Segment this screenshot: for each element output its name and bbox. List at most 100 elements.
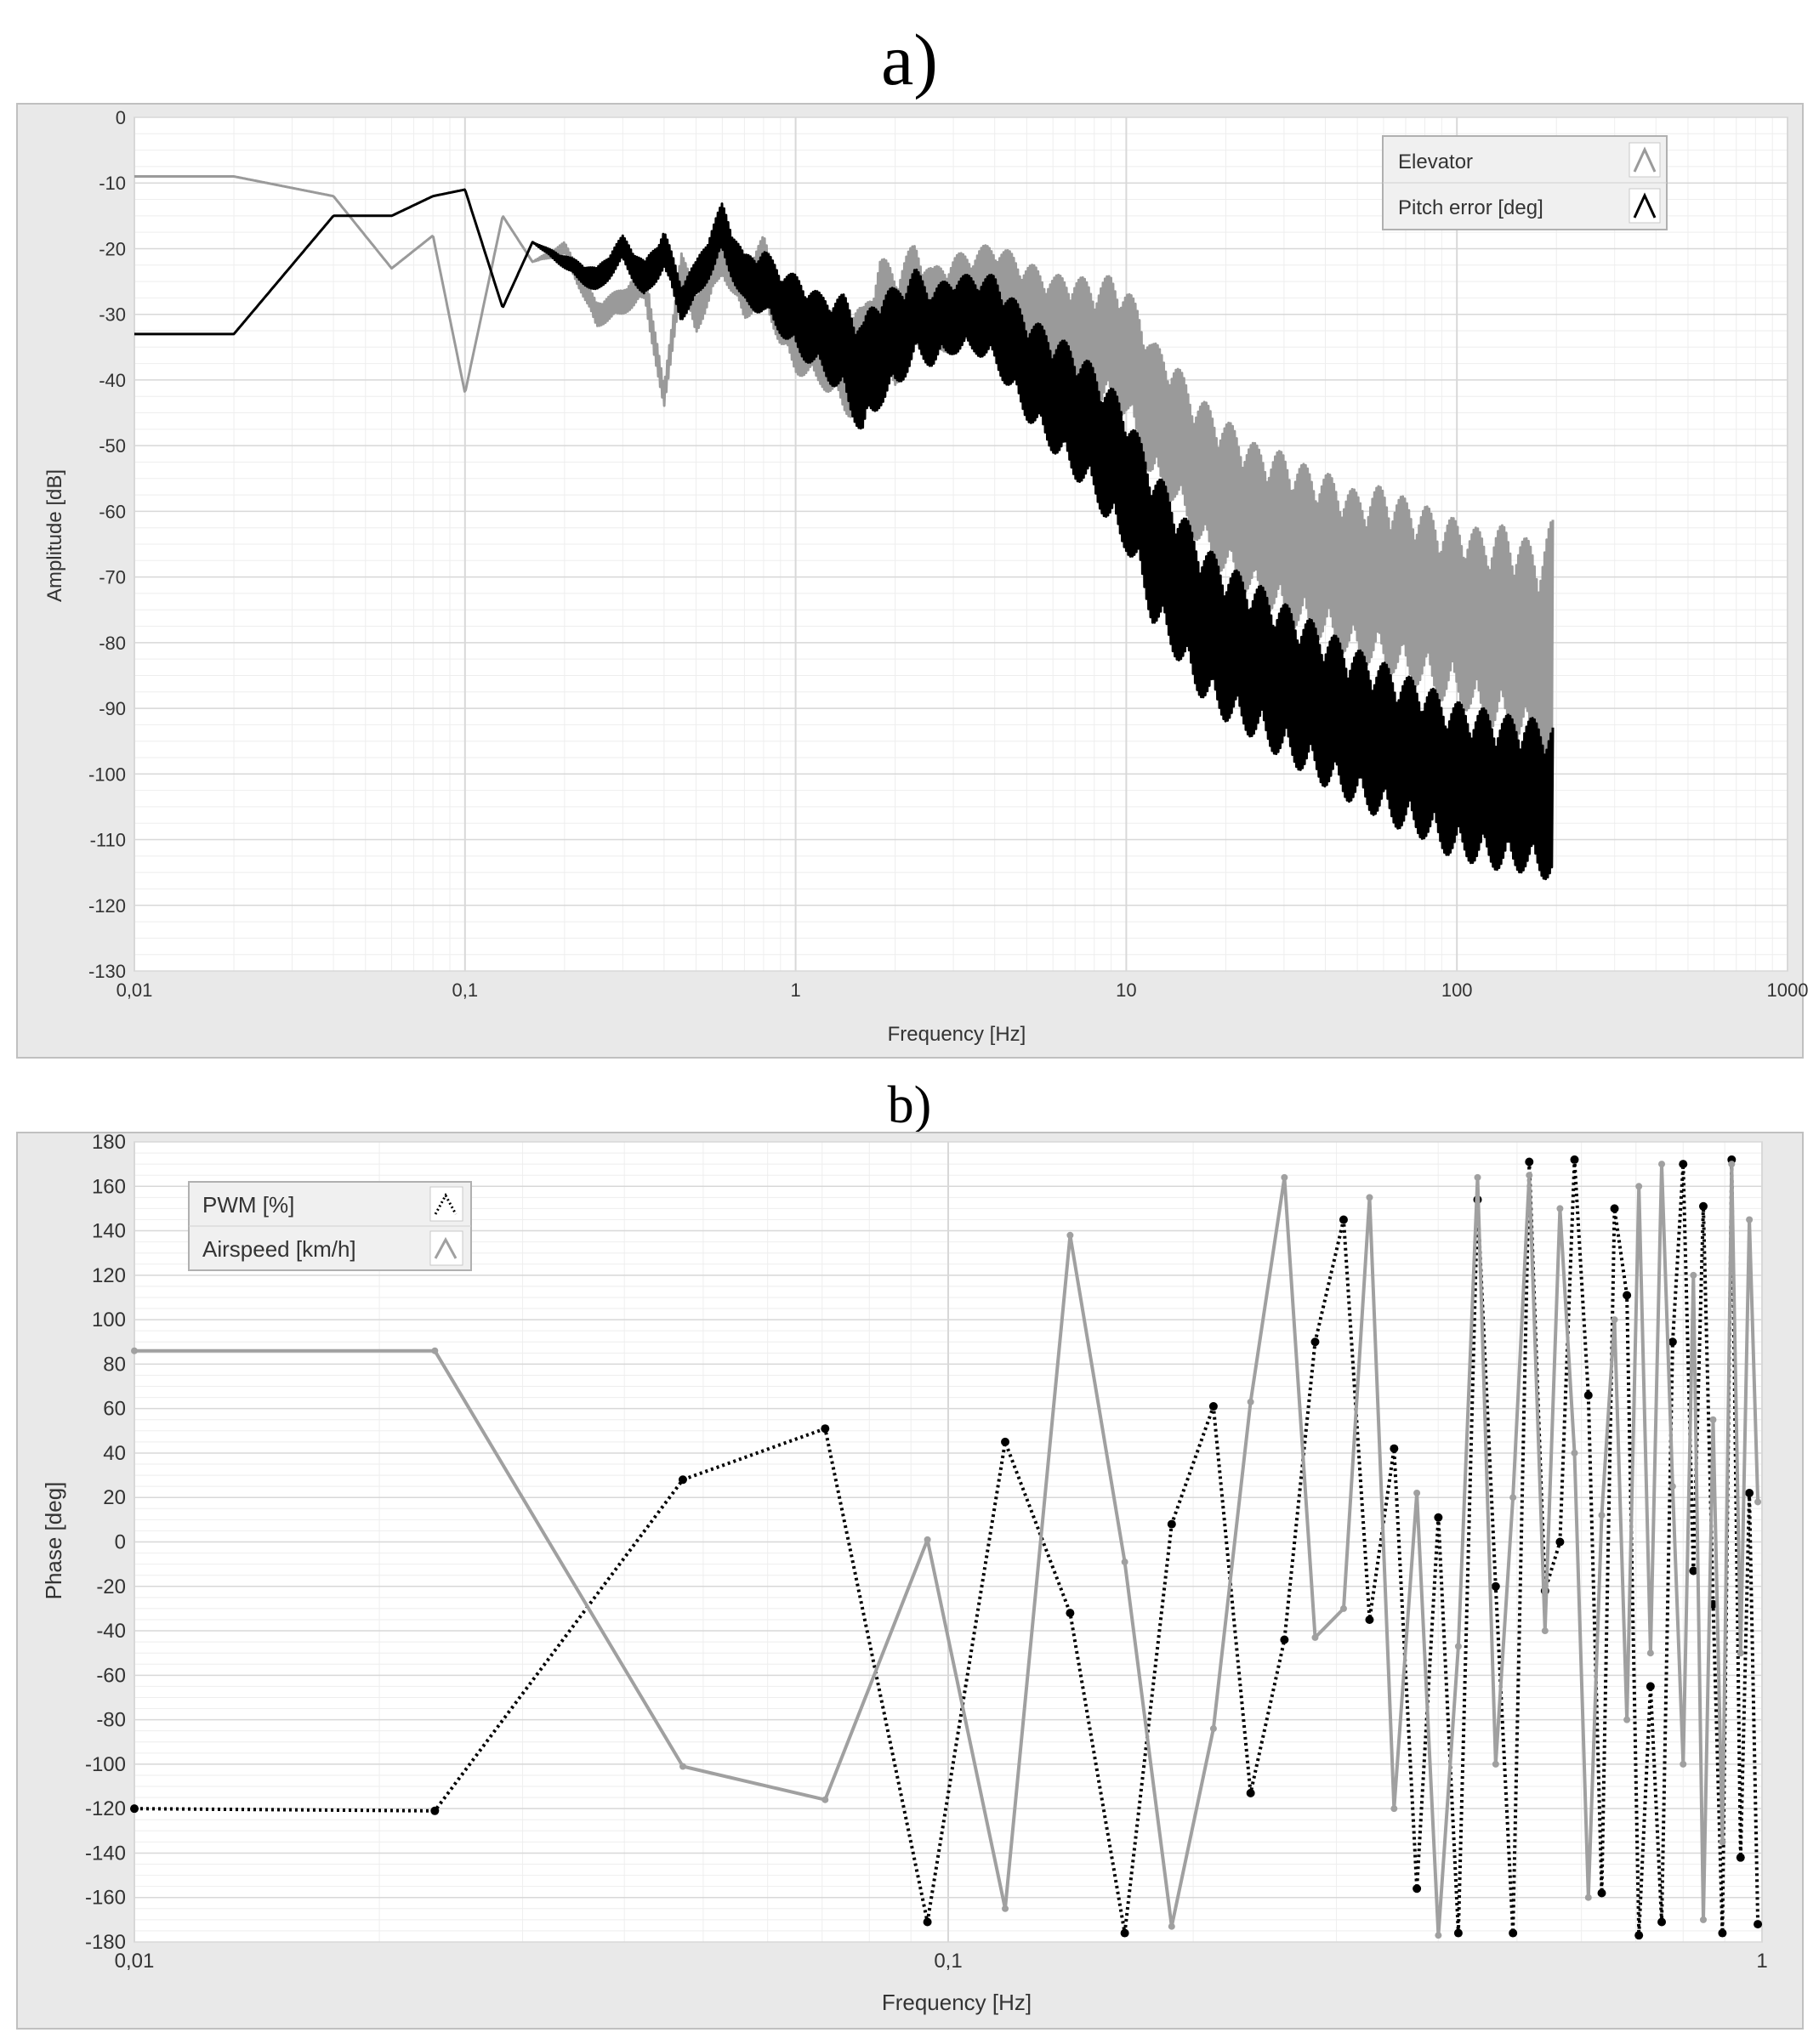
- data-point: [924, 1536, 931, 1543]
- data-point: [1623, 1716, 1631, 1723]
- x-tick-label: 1: [1756, 1950, 1767, 1973]
- x-tick-label: 10: [1116, 979, 1136, 1001]
- data-point: [1066, 1609, 1075, 1618]
- y-tick-label: 180: [92, 1131, 126, 1154]
- y-tick-label: 80: [103, 1353, 126, 1376]
- data-point: [1698, 1201, 1708, 1211]
- data-point: [1754, 1498, 1762, 1506]
- y-tick-label: -30: [99, 304, 126, 326]
- legend-item-pitch-error: Pitch error [deg]: [1398, 196, 1543, 219]
- data-point: [1541, 1627, 1549, 1635]
- amplitude-chart: 0,01 0,1 1 10 100 1000 0 -10 -20 -30 -40 -50 -60 -70 -…: [16, 103, 1809, 1059]
- y-tick-label: -60: [96, 1664, 126, 1687]
- data-point: [1453, 1928, 1463, 1938]
- data-point: [1555, 1537, 1565, 1547]
- amplitude-x-axis-label: Frequency [Hz]: [888, 1023, 1026, 1046]
- y-tick-label: 140: [92, 1220, 126, 1243]
- amplitude-y-axis-label: Amplitude [dB]: [43, 469, 66, 602]
- data-point: [1390, 1444, 1399, 1453]
- y-tick-label: 0: [115, 1531, 126, 1554]
- data-point: [1246, 1788, 1255, 1797]
- y-tick-label: -20: [96, 1576, 126, 1598]
- y-tick-label: -80: [96, 1709, 126, 1732]
- data-point: [1719, 1838, 1726, 1846]
- legend-item-pwm: PWM [%]: [202, 1192, 294, 1218]
- data-point: [1658, 1161, 1666, 1168]
- data-point: [1066, 1231, 1074, 1239]
- data-point: [431, 1347, 439, 1354]
- data-point: [1736, 1853, 1745, 1862]
- data-point: [1365, 1615, 1374, 1624]
- data-point: [1509, 1928, 1518, 1938]
- y-tick-label: -100: [88, 764, 126, 785]
- data-point: [1339, 1215, 1348, 1224]
- data-point: [1746, 1216, 1754, 1224]
- data-point: [1680, 1760, 1687, 1768]
- data-point: [1167, 1519, 1176, 1529]
- data-point: [1610, 1204, 1619, 1213]
- data-point: [1474, 1173, 1481, 1181]
- data-point: [1570, 1155, 1579, 1164]
- data-point: [1311, 1633, 1319, 1641]
- data-point: [1526, 1172, 1533, 1179]
- data-point: [821, 1424, 830, 1434]
- data-point: [1728, 1161, 1736, 1168]
- phase-y-axis-label: Phase [deg]: [41, 1482, 66, 1600]
- y-tick-label: -120: [88, 895, 126, 917]
- data-point: [1280, 1635, 1289, 1644]
- legend-line-icon-elevator: [1633, 146, 1657, 173]
- data-point: [1435, 1932, 1442, 1939]
- y-tick-label: -10: [99, 173, 126, 194]
- data-point: [1390, 1805, 1398, 1813]
- data-point: [1745, 1488, 1754, 1497]
- data-point: [1709, 1416, 1717, 1423]
- data-point: [1646, 1649, 1654, 1657]
- y-tick-label: -40: [99, 370, 126, 391]
- data-point: [1611, 1316, 1618, 1324]
- y-tick-label: 100: [92, 1309, 126, 1331]
- data-point: [1366, 1194, 1373, 1201]
- data-point: [1598, 1512, 1606, 1519]
- amplitude-series: [134, 175, 1555, 881]
- data-point: [1002, 1905, 1009, 1912]
- data-point: [430, 1806, 440, 1815]
- y-tick-label: -50: [99, 435, 126, 457]
- data-point: [1668, 1337, 1677, 1347]
- data-point: [1646, 1682, 1655, 1691]
- data-point: [1584, 1894, 1592, 1901]
- x-tick-label: 1: [790, 979, 800, 1001]
- data-point: [678, 1475, 687, 1485]
- data-point: [1121, 1559, 1128, 1566]
- x-tick-label: 100: [1441, 979, 1473, 1001]
- data-point: [1310, 1337, 1320, 1347]
- y-tick-label: -130: [88, 961, 126, 982]
- y-tick-label: 40: [103, 1442, 126, 1465]
- amplitude-ticks: 0,01 0,1 1 10 100 1000 0 -10 -20 -30 -40 -50 -60 -70 -…: [88, 107, 1809, 1001]
- y-tick-label: -80: [99, 633, 126, 654]
- legend-swatch-airspeed: [429, 1230, 463, 1266]
- data-point: [1209, 1725, 1217, 1733]
- data-point: [1492, 1760, 1499, 1768]
- y-tick-label: 0: [116, 107, 126, 128]
- y-tick-label: -120: [85, 1797, 126, 1820]
- data-point: [1635, 1183, 1643, 1190]
- legend-item-elevator: Elevator: [1398, 150, 1473, 173]
- data-point: [1571, 1449, 1578, 1456]
- data-point: [1634, 1931, 1644, 1940]
- phase-chart: 0,01 0,1 1 180 160 140 120 100 80 60 40 20 0 -20 -40 -6…: [16, 1131, 1804, 2030]
- data-point: [1657, 1917, 1667, 1927]
- data-point: [821, 1796, 829, 1803]
- x-tick-label: 0,1: [934, 1950, 962, 1973]
- data-point: [1623, 1291, 1632, 1300]
- series-line-pitch-error-deg: [134, 188, 1555, 881]
- caption-b: b): [887, 1076, 932, 1134]
- y-tick-label: -110: [90, 830, 126, 851]
- x-tick-label: 1000: [1767, 979, 1809, 1001]
- data-point: [1556, 1205, 1564, 1212]
- y-tick-label: -20: [99, 238, 126, 259]
- data-point: [1668, 1483, 1676, 1490]
- data-point: [1718, 1928, 1727, 1938]
- data-point: [1597, 1888, 1606, 1898]
- data-point: [1120, 1928, 1129, 1938]
